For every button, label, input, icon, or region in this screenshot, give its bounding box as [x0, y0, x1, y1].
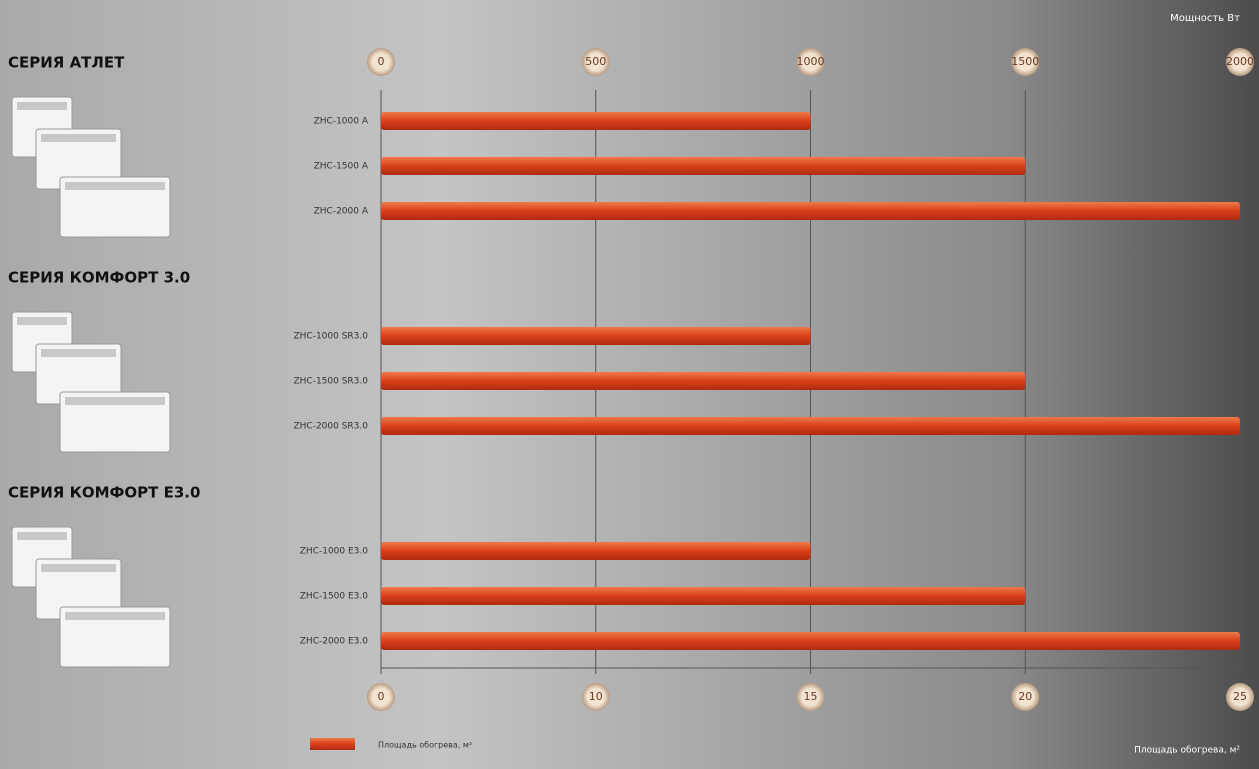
tick-badge [796, 48, 825, 76]
x2-axis-title: Площадь обогрева, м² [1134, 746, 1240, 756]
x-tick-label: 2000 [1226, 55, 1254, 68]
tick-badge [581, 48, 610, 76]
bar [381, 327, 811, 345]
tick-badge [367, 683, 395, 711]
y-tick-label: ZHC-2000 A [314, 207, 369, 217]
tick-badge [796, 683, 825, 711]
bar [381, 587, 1026, 605]
heater-image [59, 391, 171, 453]
y-tick-label: ZHC-1000 A [314, 117, 369, 127]
tick-badge [367, 48, 395, 76]
x2-tick-label: 25 [1233, 690, 1247, 703]
heater-grill [65, 182, 165, 190]
x-tick-label: 1500 [1011, 55, 1039, 68]
x-tick-label: 1000 [797, 55, 825, 68]
x-tick-label: 0 [378, 55, 385, 68]
bar [381, 112, 811, 130]
tick-badge [1011, 48, 1040, 76]
group-title: СЕРИЯ КОМФОРТ 3.0 [8, 269, 190, 287]
bar [381, 632, 1240, 650]
heater-grill [41, 134, 116, 142]
x-tick-label: 500 [585, 55, 606, 68]
y-tick-label: ZHC-1500 SR3.0 [293, 377, 368, 387]
x2-tick-label: 10 [589, 690, 603, 703]
bar [381, 202, 1240, 220]
y-tick-label: ZHC-2000 SR3.0 [293, 422, 368, 432]
bar [381, 157, 1026, 175]
bar [381, 372, 1026, 390]
y-tick-label: ZHC-1000 E3.0 [300, 547, 369, 557]
heater-grill [41, 349, 116, 357]
group-title: СЕРИЯ АТЛЕТ [8, 54, 125, 72]
y-tick-label: ZHC-1500 A [314, 162, 369, 172]
heater-grill [17, 102, 67, 110]
tick-badge [581, 683, 610, 711]
bar [381, 417, 1240, 435]
x2-tick-label: 0 [378, 690, 385, 703]
x2-tick-label: 15 [804, 690, 818, 703]
heater-image [59, 606, 171, 668]
heater-grill [65, 397, 165, 405]
x2-tick-label: 20 [1018, 690, 1032, 703]
group-title: СЕРИЯ КОМФОРТ E3.0 [8, 484, 200, 502]
x-axis-title: Мощность Вт [1170, 13, 1240, 24]
bar [381, 542, 811, 560]
legend-swatch [310, 738, 355, 750]
y-tick-label: ZHC-2000 E3.0 [300, 637, 369, 647]
y-tick-label: ZHC-1000 SR3.0 [293, 332, 368, 342]
heater-grill [17, 532, 67, 540]
y-tick-label: ZHC-1500 E3.0 [300, 592, 369, 602]
heater-grill [41, 564, 116, 572]
heater-image [59, 176, 171, 238]
heater-grill [65, 612, 165, 620]
tick-badge [1226, 683, 1254, 711]
legend-label: Площадь обогрева, м² [378, 741, 472, 750]
tick-badge [1226, 48, 1254, 76]
heater-grill [17, 317, 67, 325]
tick-badge [1011, 683, 1040, 711]
